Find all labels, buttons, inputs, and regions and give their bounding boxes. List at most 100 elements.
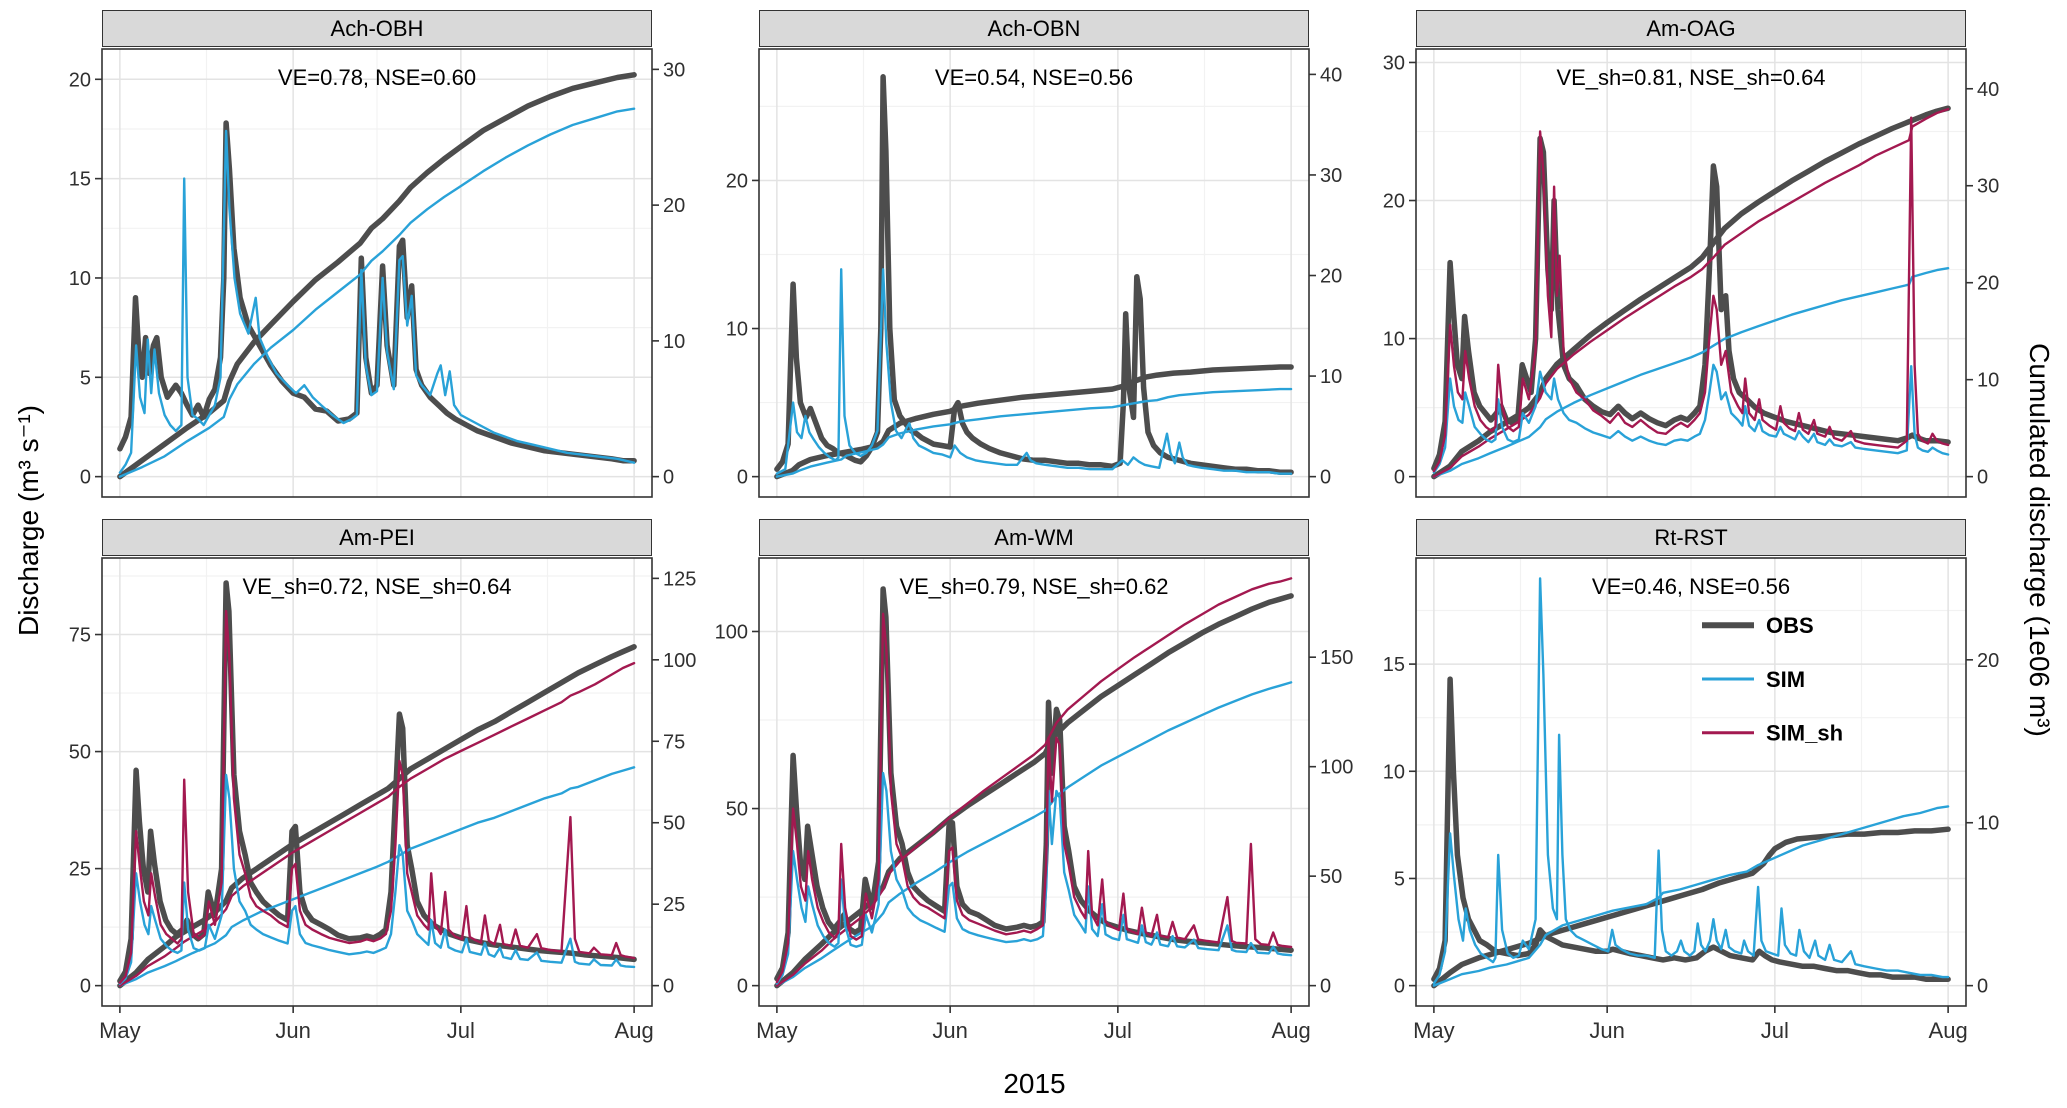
right-tick-label: 40 [1977,79,1999,101]
left-tick-label: 5 [80,367,91,389]
obs-cumulative-line [774,593,1294,989]
x-tick-label: May [1413,1018,1455,1043]
x-tick-label: May [99,1018,141,1043]
left-tick-label: 0 [737,976,748,998]
panel-Am-WM: Am-WM 0 50 100 0 50 100 150 May Jun Jul Aug VE_sh=0.… [713,519,1356,1052]
right-tick-label: 125 [663,568,696,590]
legend-label-OBS: OBS [1766,613,1814,638]
right-tick-label: 0 [1320,467,1331,489]
left-tick-label: 0 [80,976,91,998]
left-tick-label: 100 [715,621,748,643]
right-tick-label: 0 [663,976,674,998]
sim-cumulative-line [1432,805,1950,987]
facet-strip-Ach-OBN: Ach-OBN [759,10,1309,47]
left-tick-label: 10 [1383,761,1405,783]
panel-Am-OAG: Am-OAG 0 10 20 30 0 10 20 30 40 VE_sh=0.81, NSE_sh… [1370,10,2013,509]
right-tick-label: 25 [663,894,685,916]
facet-strip-Ach-OBH: Ach-OBH [102,10,652,47]
panel-Rt-RST: Rt-RST 0 5 10 15 0 10 20 May Jun Jul Aug VE=0.46, NS… [1370,519,2013,1052]
left-tick-label: 15 [1383,654,1405,676]
plot-Rt-RST: 0 5 10 15 0 10 20 May Jun Jul Aug VE=0.46, NSE=0.56… [1383,557,1999,1043]
left-tick-label: 75 [69,625,91,647]
left-tick-label: 50 [69,742,91,764]
right-tick-label: 10 [1320,366,1342,388]
left-tick-label: 20 [1383,191,1405,213]
right-tick-label: 30 [1320,165,1342,187]
plot-Am-WM: 0 50 100 0 50 100 150 May Jun Jul Aug VE_sh=0.79, N… [715,557,1353,1043]
right-axis-title: Cumulated discharge (1e06 m³) [2011,0,2067,1080]
plot-Am-PEI: 0 25 50 75 0 25 50 75 100 125 May Jun Jul Aug VE_sh=0.… [69,557,696,1043]
sim-sh-cumulative-line [1432,107,1950,478]
right-tick-label: 100 [1320,757,1353,779]
right-tick-label: 20 [1977,273,1999,295]
x-tick-label: Jun [275,1018,310,1043]
x-tick-label: Jul [447,1018,475,1043]
panels-grid: Ach-OBH 0 5 10 15 20 0 10 20 30 VE=0.78, NSE=0.60 A… [56,10,2013,1052]
plot-Ach-OBN: 0 10 20 0 10 20 30 40 VE=0.54, NSE=0.56 [726,48,1342,498]
panel-border [758,48,1310,498]
left-tick-label: 50 [726,799,748,821]
panel-Ach-OBH: Ach-OBH 0 5 10 15 20 0 10 20 30 VE=0.78, NSE=0.60 [56,10,699,509]
right-tick-label: 0 [1977,467,1988,489]
metrics-annotation: VE=0.46, NSE=0.56 [1592,574,1790,599]
metrics-annotation: VE_sh=0.81, NSE_sh=0.64 [1556,65,1825,90]
sim-cumulative-line [775,387,1293,478]
x-tick-label: Jul [1761,1018,1789,1043]
panel-border [1415,557,1967,1007]
right-tick-label: 0 [1320,976,1331,998]
right-tick-label: 0 [663,467,674,489]
right-tick-label: 50 [1320,866,1342,888]
obs-cumulative-line [117,644,637,989]
metrics-annotation: VE=0.54, NSE=0.56 [935,65,1133,90]
legend-label-SIM_sh: SIM_sh [1766,721,1843,746]
left-tick-label: 0 [80,467,91,489]
panel-border [101,48,653,498]
left-tick-label: 10 [1383,329,1405,351]
left-tick-label: 25 [69,859,91,881]
legend-label-SIM: SIM [1766,667,1805,692]
obs-cumulative-line [1431,826,1951,989]
panel-Am-PEI: Am-PEI 0 25 50 75 0 25 50 75 100 125 May Jun Jul Aug VE… [56,519,699,1052]
left-tick-label: 20 [69,69,91,91]
right-axis-title-text: Cumulated discharge (1e06 m³) [2024,343,2055,737]
x-tick-label: Aug [615,1018,654,1043]
right-tick-label: 30 [663,59,685,81]
x-axis-title: 2015 [1003,1068,1066,1099]
sim-sh-cumulative-line [775,577,1293,987]
left-tick-label: 0 [1394,467,1405,489]
right-tick-label: 75 [663,731,685,753]
x-tick-label: Jun [1589,1018,1624,1043]
metrics-annotation: VE=0.78, NSE=0.60 [278,65,476,90]
left-tick-label: 10 [69,268,91,290]
right-tick-label: 100 [663,650,696,672]
right-tick-label: 50 [663,813,685,835]
left-tick-label: 5 [1394,868,1405,890]
sim-discharge-line [1432,363,1950,474]
x-tick-label: Aug [1272,1018,1311,1043]
sim-cumulative-line [118,107,636,478]
x-tick-label: Jun [932,1018,967,1043]
left-tick-label: 0 [737,467,748,489]
left-tick-label: 30 [1383,52,1405,74]
panel-Ach-OBN: Ach-OBN 0 10 20 0 10 20 30 40 VE=0.54, NSE=0.56 [713,10,1356,509]
right-tick-label: 0 [1977,976,1988,998]
obs-cumulative-line [1431,105,1951,480]
panel-border [758,557,1310,1007]
facet-strip-Am-WM: Am-WM [759,519,1309,556]
left-axis-title: Discharge (m³ s⁻¹) [0,0,56,1040]
metrics-annotation: VE_sh=0.72, NSE_sh=0.64 [242,574,511,599]
plot-Ach-OBH: 0 5 10 15 20 0 10 20 30 VE=0.78, NSE=0.60 [69,48,685,498]
sim-sh-discharge-line [1432,116,1950,473]
left-tick-label: 0 [1394,976,1405,998]
obs-discharge-line [1431,135,1951,472]
obs-cumulative-line [117,72,637,480]
x-tick-label: Aug [1929,1018,1968,1043]
x-tick-label: May [756,1018,798,1043]
left-tick-label: 15 [69,169,91,191]
plot-Am-OAG: 0 10 20 30 0 10 20 30 40 VE_sh=0.81, NSE_sh=0.64 [1383,48,1999,498]
right-tick-label: 10 [1977,370,1999,392]
left-tick-label: 10 [726,319,748,341]
sim-cumulative-line [775,681,1293,987]
right-tick-label: 20 [663,195,685,217]
